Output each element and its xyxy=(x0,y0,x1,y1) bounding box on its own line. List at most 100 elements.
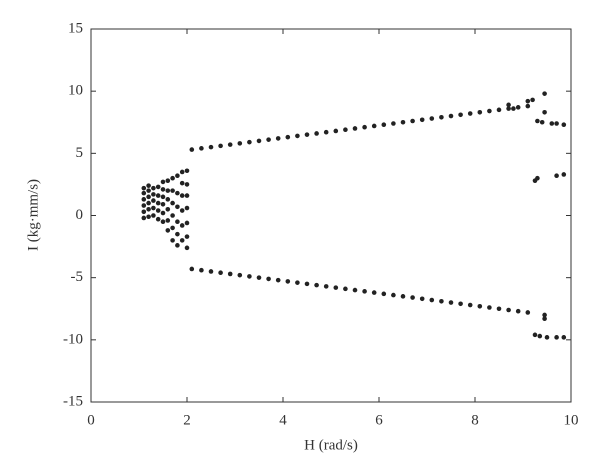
scatter-point xyxy=(381,122,387,128)
scatter-point xyxy=(275,136,281,141)
scatter-point xyxy=(175,231,180,237)
scatter-point xyxy=(285,134,291,140)
scatter-point xyxy=(419,296,425,302)
scatter-point xyxy=(175,173,180,179)
scatter-point xyxy=(170,188,175,193)
y-tick-label: -10 xyxy=(63,331,83,347)
scatter-point xyxy=(530,97,535,103)
scatter-point xyxy=(371,290,377,295)
scatter-point xyxy=(179,223,185,228)
scatter-point xyxy=(218,143,223,149)
scatter-point xyxy=(266,276,271,282)
scatter-point xyxy=(170,213,175,218)
scatter-point xyxy=(256,138,262,144)
scatter-point xyxy=(323,284,329,289)
scatter-point xyxy=(275,277,281,283)
scatter-point xyxy=(160,219,166,225)
scatter-point xyxy=(343,127,348,133)
scatter-point xyxy=(151,192,156,197)
scatter-point xyxy=(146,200,151,206)
scatter-point xyxy=(184,234,190,239)
x-tick-label: 6 xyxy=(375,412,383,428)
scatter-point xyxy=(141,203,147,208)
scatter-point xyxy=(179,193,185,198)
y-tick-label: -15 xyxy=(63,393,83,409)
scatter-point xyxy=(525,310,531,315)
scatter-point xyxy=(146,188,151,193)
scatter-point xyxy=(184,220,190,226)
scatter-point xyxy=(549,121,555,126)
scatter-point xyxy=(151,198,156,203)
x-tick-label: 0 xyxy=(87,412,95,428)
scatter-point xyxy=(208,269,214,274)
scatter-point xyxy=(151,213,156,218)
scatter-point xyxy=(247,139,252,145)
scatter-point xyxy=(448,113,454,119)
scatter-point xyxy=(141,197,147,202)
scatter-point xyxy=(155,200,161,206)
scatter-point xyxy=(141,209,147,215)
scatter-point xyxy=(343,286,348,292)
scatter-point xyxy=(561,172,567,177)
scatter-point xyxy=(410,295,415,300)
scatter-point xyxy=(391,121,396,126)
scatter-point xyxy=(165,197,171,202)
scatter-point xyxy=(515,308,521,314)
scatter-point xyxy=(199,146,204,151)
scatter-point xyxy=(525,103,531,109)
scatter-point xyxy=(561,122,567,128)
y-tick-label: -5 xyxy=(71,269,84,285)
scatter-point xyxy=(155,193,161,198)
y-axis-label: I (kg·mm/s) xyxy=(25,179,41,251)
scatter-point xyxy=(467,111,473,116)
scatter-point xyxy=(141,185,147,191)
scatter-point xyxy=(515,105,521,110)
scatter-point xyxy=(429,297,435,303)
scatter-point xyxy=(155,216,161,222)
x-tick-label: 8 xyxy=(471,412,479,428)
scatter-point xyxy=(314,131,319,136)
scatter-point xyxy=(165,228,171,233)
scatter-point xyxy=(247,274,252,279)
scatter-point xyxy=(554,121,559,126)
scatter-point xyxy=(141,190,147,196)
scatter-point xyxy=(227,271,233,277)
scatter-point xyxy=(295,280,300,285)
scatter-point xyxy=(175,219,180,225)
scatter-point xyxy=(525,98,531,104)
plot-frame xyxy=(90,28,572,403)
scatter-point xyxy=(170,200,175,206)
scatter-point xyxy=(184,193,190,198)
scatter-point xyxy=(477,303,483,309)
scatter-point xyxy=(189,266,195,272)
scatter-point xyxy=(477,110,483,115)
scatter-point xyxy=(419,117,425,123)
scatter-point xyxy=(439,298,444,304)
scatter-point xyxy=(542,91,547,96)
scatter-point xyxy=(352,287,358,293)
scatter-point xyxy=(537,333,543,339)
scatter-point xyxy=(179,169,185,175)
scatter-point xyxy=(542,316,547,321)
scatter-point xyxy=(458,112,463,118)
scatter-point xyxy=(506,307,511,313)
scatter-point xyxy=(532,332,538,338)
scatter-point xyxy=(175,243,180,248)
scatter-point xyxy=(439,114,444,120)
scatter-point xyxy=(323,129,329,135)
y-tick-label: 10 xyxy=(68,83,83,99)
scatter-point xyxy=(146,206,151,212)
scatter-point xyxy=(237,272,243,278)
scatter-point xyxy=(179,180,185,186)
scatter-point xyxy=(151,205,156,211)
scatter-point xyxy=(184,245,190,251)
x-axis-label: H (rad/s) xyxy=(304,437,358,453)
scatter-point xyxy=(544,335,550,340)
scatter-point xyxy=(141,215,147,221)
scatter-point xyxy=(542,110,547,115)
scatter-point xyxy=(160,202,166,207)
y-tick-label: 0 xyxy=(76,207,84,223)
scatter-point xyxy=(554,173,559,179)
scatter-point xyxy=(199,267,204,273)
